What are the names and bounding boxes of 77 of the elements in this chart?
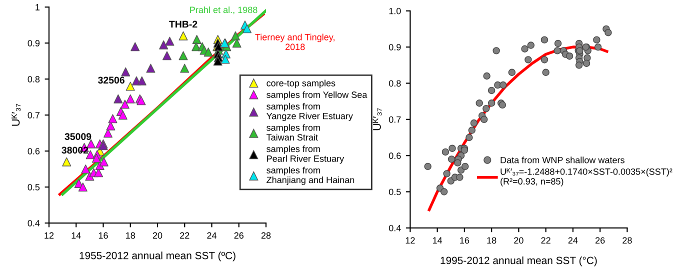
x-tick-label: 16 — [98, 232, 108, 239]
annotation: 32506 — [98, 76, 124, 84]
point — [192, 34, 202, 44]
x-tick-label: 12 — [406, 237, 415, 244]
point — [99, 157, 108, 166]
x-tick-label: 12 — [44, 232, 54, 239]
annotation: THB-2 — [169, 20, 198, 28]
y-axis-title: Uᴷ′₃₇ — [372, 108, 382, 130]
point — [232, 38, 242, 48]
legend-label: Data from WNP shallow waters — [500, 156, 624, 164]
annotation: 38002 — [62, 146, 88, 154]
point — [62, 157, 72, 166]
x-tick-label: 28 — [622, 237, 632, 244]
point — [165, 36, 174, 46]
x-tick-label: 22 — [180, 232, 190, 239]
point — [137, 76, 146, 86]
legend-label: core-top samples — [266, 80, 336, 88]
y-tick-label: 1 — [36, 4, 40, 10]
point — [130, 42, 140, 52]
point — [180, 64, 190, 73]
point — [242, 24, 252, 34]
point — [146, 64, 156, 73]
y-tick-label: 0.6 — [388, 152, 401, 159]
point — [213, 56, 222, 66]
y-tick-label: 0.5 — [388, 188, 401, 196]
y-tick-label: 0.4 — [388, 224, 401, 232]
point — [230, 31, 240, 40]
x-tick-label: 22 — [541, 237, 550, 244]
y-tick-label: 1.0 — [389, 8, 401, 14]
point — [81, 164, 90, 174]
x-tick-label: 26 — [234, 232, 244, 239]
point — [114, 94, 123, 104]
point — [92, 154, 101, 163]
x-tick-label: 28 — [261, 232, 271, 239]
point — [159, 40, 168, 50]
x-tick-label: 14 — [72, 232, 81, 239]
series-label: Tierney and Tingley, 2018 — [255, 34, 334, 50]
point — [126, 94, 135, 104]
series-label: Prahl et al., 1988 — [190, 6, 258, 14]
legend-label: samples from Yellow Sea — [266, 91, 368, 100]
x-tick-label: 14 — [432, 237, 442, 244]
y-axis-title: Uᴷ′₃₇ — [12, 104, 21, 126]
point — [178, 31, 188, 40]
y-tick-label: 0.5 — [28, 184, 40, 190]
point — [204, 48, 213, 57]
point — [162, 51, 172, 60]
x-axis-title: 1955-2012 annual mean SST (ºC) — [80, 252, 236, 262]
point — [86, 139, 96, 148]
point — [78, 182, 88, 192]
x-tick-label: 16 — [460, 237, 470, 244]
legend-label: Uᴷ′₃₇=-1.2488+0.1740×SST-0.0035×(SST)² (R²=0.93, n=85) — [500, 168, 672, 186]
x-tick-label: 24 — [207, 232, 217, 239]
y-tick-label: 0.9 — [388, 44, 401, 50]
x-tick-label: 26 — [596, 237, 605, 244]
x-tick-label: 20 — [514, 237, 524, 244]
point — [121, 67, 130, 76]
x-tick-label: 24 — [568, 237, 578, 244]
x-tick-label: 18 — [487, 237, 496, 244]
y-tick-label: 0.9 — [28, 40, 40, 46]
x-tick-label: 18 — [126, 232, 136, 239]
y-tick-label: 0.4 — [28, 220, 40, 226]
annotation: 35009 — [64, 133, 92, 140]
y-tick-label: 0.8 — [28, 76, 40, 82]
point — [126, 82, 135, 91]
y-tick-label: 0.8 — [388, 80, 401, 87]
x-tick-label: 20 — [152, 232, 162, 239]
point — [220, 54, 230, 64]
y-tick-label: 0.7 — [28, 112, 40, 118]
point — [178, 51, 188, 60]
point — [103, 128, 113, 138]
point — [118, 110, 128, 120]
point — [120, 100, 130, 109]
y-tick-label: 0.7 — [388, 116, 401, 123]
y-tick-label: 0.6 — [28, 148, 40, 154]
point — [108, 114, 118, 124]
legend-label: samples from Zhanjiang and Hainan — [266, 166, 354, 185]
x-axis-title: 1995-2012 annual mean SST (°C) — [440, 256, 597, 266]
